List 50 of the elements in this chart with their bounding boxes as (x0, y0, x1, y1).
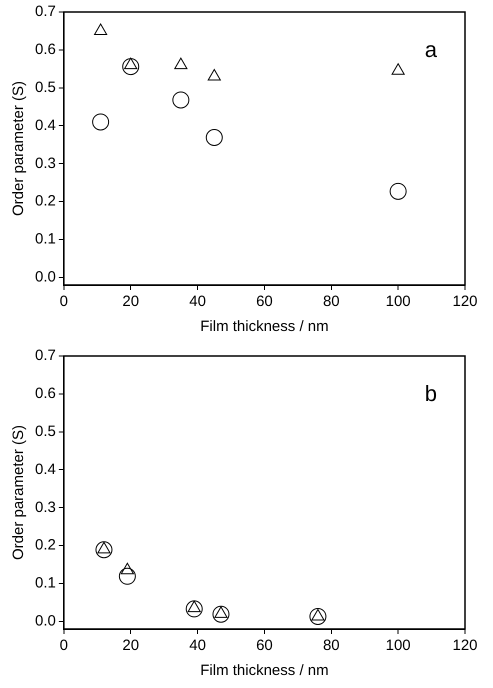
x-axis-title: Film thickness / nm (200, 662, 329, 680)
annotation: a (424, 37, 438, 62)
x-tick-label: 120 (452, 637, 478, 654)
point (118, 568, 136, 585)
point (120, 562, 134, 574)
point (309, 608, 326, 625)
x-tick-label: 100 (386, 293, 411, 310)
point (92, 113, 110, 130)
point (174, 58, 188, 70)
point (95, 541, 112, 558)
x-tick-label: 80 (322, 637, 340, 654)
x-tick-label: 80 (322, 293, 340, 310)
point (172, 91, 190, 108)
point (390, 182, 407, 200)
y-tick-label: 0.5 (34, 78, 56, 96)
y-tick-label: 0.3 (34, 498, 56, 516)
annotation: b (424, 381, 437, 406)
x-tick-label: 100 (386, 637, 411, 654)
x-tick-label: 20 (122, 637, 140, 654)
y-tick-label: 0.6 (34, 385, 56, 402)
y-axis-title: Order parameter (S) (10, 424, 28, 560)
y-tick-label: 0.2 (34, 192, 56, 210)
x-tick-label: 40 (189, 637, 206, 654)
x-tick-label: 0 (60, 637, 68, 654)
point (392, 63, 405, 75)
x-tick-label: 20 (122, 293, 140, 310)
y-tick-label: 0.1 (34, 574, 56, 592)
point (186, 600, 203, 618)
x-tick-label: 60 (256, 637, 273, 654)
point (206, 129, 223, 146)
x-tick-label: 0 (60, 293, 68, 310)
point (212, 606, 230, 623)
y-axis-title: Order parameter (S) (10, 80, 28, 216)
point (94, 23, 108, 35)
x-tick-label: 40 (189, 293, 206, 310)
y-tick-label: 0.3 (34, 154, 56, 172)
y-tick-label: 0.1 (34, 230, 56, 248)
y-tick-label: 0.4 (34, 460, 56, 478)
y-tick-label: 0.7 (34, 347, 56, 364)
y-tick-label: 0.4 (34, 116, 56, 134)
y-tick-label: 0.2 (34, 536, 56, 554)
y-tick-label: 0.0 (34, 612, 56, 630)
x-tick-label: 120 (452, 293, 478, 310)
y-tick-label: 0.7 (34, 3, 56, 20)
y-tick-label: 0.0 (34, 268, 56, 286)
point (208, 68, 221, 80)
y-tick-label: 0.5 (34, 422, 56, 440)
x-axis-title: Film thickness / nm (200, 318, 329, 336)
y-tick-label: 0.6 (34, 41, 56, 58)
x-tick-label: 60 (256, 293, 273, 310)
